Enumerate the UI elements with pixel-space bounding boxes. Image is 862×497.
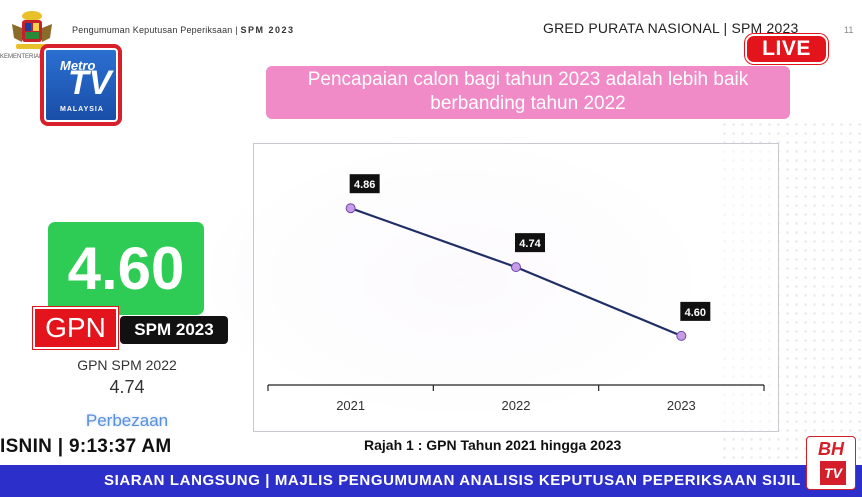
x-tick-label: 2022 bbox=[502, 398, 531, 413]
data-label: 4.86 bbox=[354, 179, 375, 191]
data-label: 4.60 bbox=[685, 307, 706, 319]
data-labels: 4.86 4.74 4.60 bbox=[349, 174, 711, 321]
metro-logo-country: MALAYSIA bbox=[60, 106, 104, 113]
headline-banner: Pencapaian calon bagi tahun 2023 adalah … bbox=[266, 66, 790, 119]
live-badge: LIVE bbox=[745, 34, 828, 64]
header-title-text: Pengumuman Keputusan Peperiksaan bbox=[72, 25, 233, 35]
data-label-box bbox=[349, 174, 380, 194]
data-label-box bbox=[680, 301, 711, 321]
slide-title: GRED PURATA NASIONAL | SPM 2023 bbox=[543, 20, 799, 36]
x-axis-ticks bbox=[267, 385, 765, 391]
chart-frame: 2021 2022 2023 4.86 4.74 4.60 bbox=[253, 143, 779, 432]
metro-tv-logo: Metro TV MALAYSIA bbox=[40, 44, 122, 126]
x-tick-label: 2021 bbox=[336, 398, 365, 413]
banner-line-2: berbanding tahun 2022 bbox=[430, 93, 626, 114]
data-point bbox=[676, 330, 687, 341]
coat-of-arms-icon bbox=[12, 11, 52, 49]
data-point bbox=[345, 203, 356, 214]
data-label: 4.74 bbox=[519, 238, 541, 250]
series-line-segment bbox=[515, 266, 682, 337]
metro-logo-tv: TV bbox=[68, 64, 112, 102]
bh-logo-tv: TV bbox=[820, 461, 846, 485]
metro-logo-inner: Metro TV MALAYSIA bbox=[44, 48, 118, 122]
bh-tv-logo: BH TV bbox=[806, 436, 856, 490]
previous-gpn-label: GPN SPM 2022 bbox=[77, 357, 177, 373]
banner-line-1: Pencapaian calon bagi tahun 2023 adalah … bbox=[307, 69, 749, 90]
gpn-line-chart: 2021 2022 2023 4.86 4.74 4.60 bbox=[267, 174, 765, 413]
chart-caption: Rajah 1 : GPN Tahun 2021 hingga 2023 bbox=[364, 437, 622, 453]
header-title-suffix: SPM 2023 bbox=[240, 25, 295, 35]
page-number: 11 bbox=[844, 25, 854, 35]
ministry-caption: KEMENTERIAN P bbox=[0, 54, 50, 60]
gpn-score-value: 4.60 bbox=[48, 222, 204, 315]
news-ticker: SIARAN LANGSUNG | MAJLIS PENGUMUMAN ANAL… bbox=[0, 465, 862, 497]
x-tick-label: 2023 bbox=[667, 398, 696, 413]
day-time-clock: ISNIN | 9:13:37 AM bbox=[0, 436, 172, 457]
metro-logo-brand: Metro bbox=[60, 58, 96, 73]
gpn-label: GPN bbox=[33, 307, 118, 349]
x-axis-tick-labels: 2021 2022 2023 bbox=[336, 398, 696, 413]
previous-gpn-value: 4.74 bbox=[109, 377, 145, 397]
difference-label: Perbezaan bbox=[85, 411, 169, 430]
series-line-segment bbox=[350, 207, 517, 269]
bh-logo-text: BH bbox=[818, 439, 844, 459]
data-label-box bbox=[515, 233, 545, 253]
series-lines bbox=[350, 207, 682, 337]
data-point bbox=[511, 262, 521, 273]
spm-year-label: SPM 2023 bbox=[120, 316, 228, 344]
series-points bbox=[345, 203, 687, 341]
header-title: Pengumuman Keputusan Peperiksaan | SPM 2… bbox=[72, 25, 295, 35]
